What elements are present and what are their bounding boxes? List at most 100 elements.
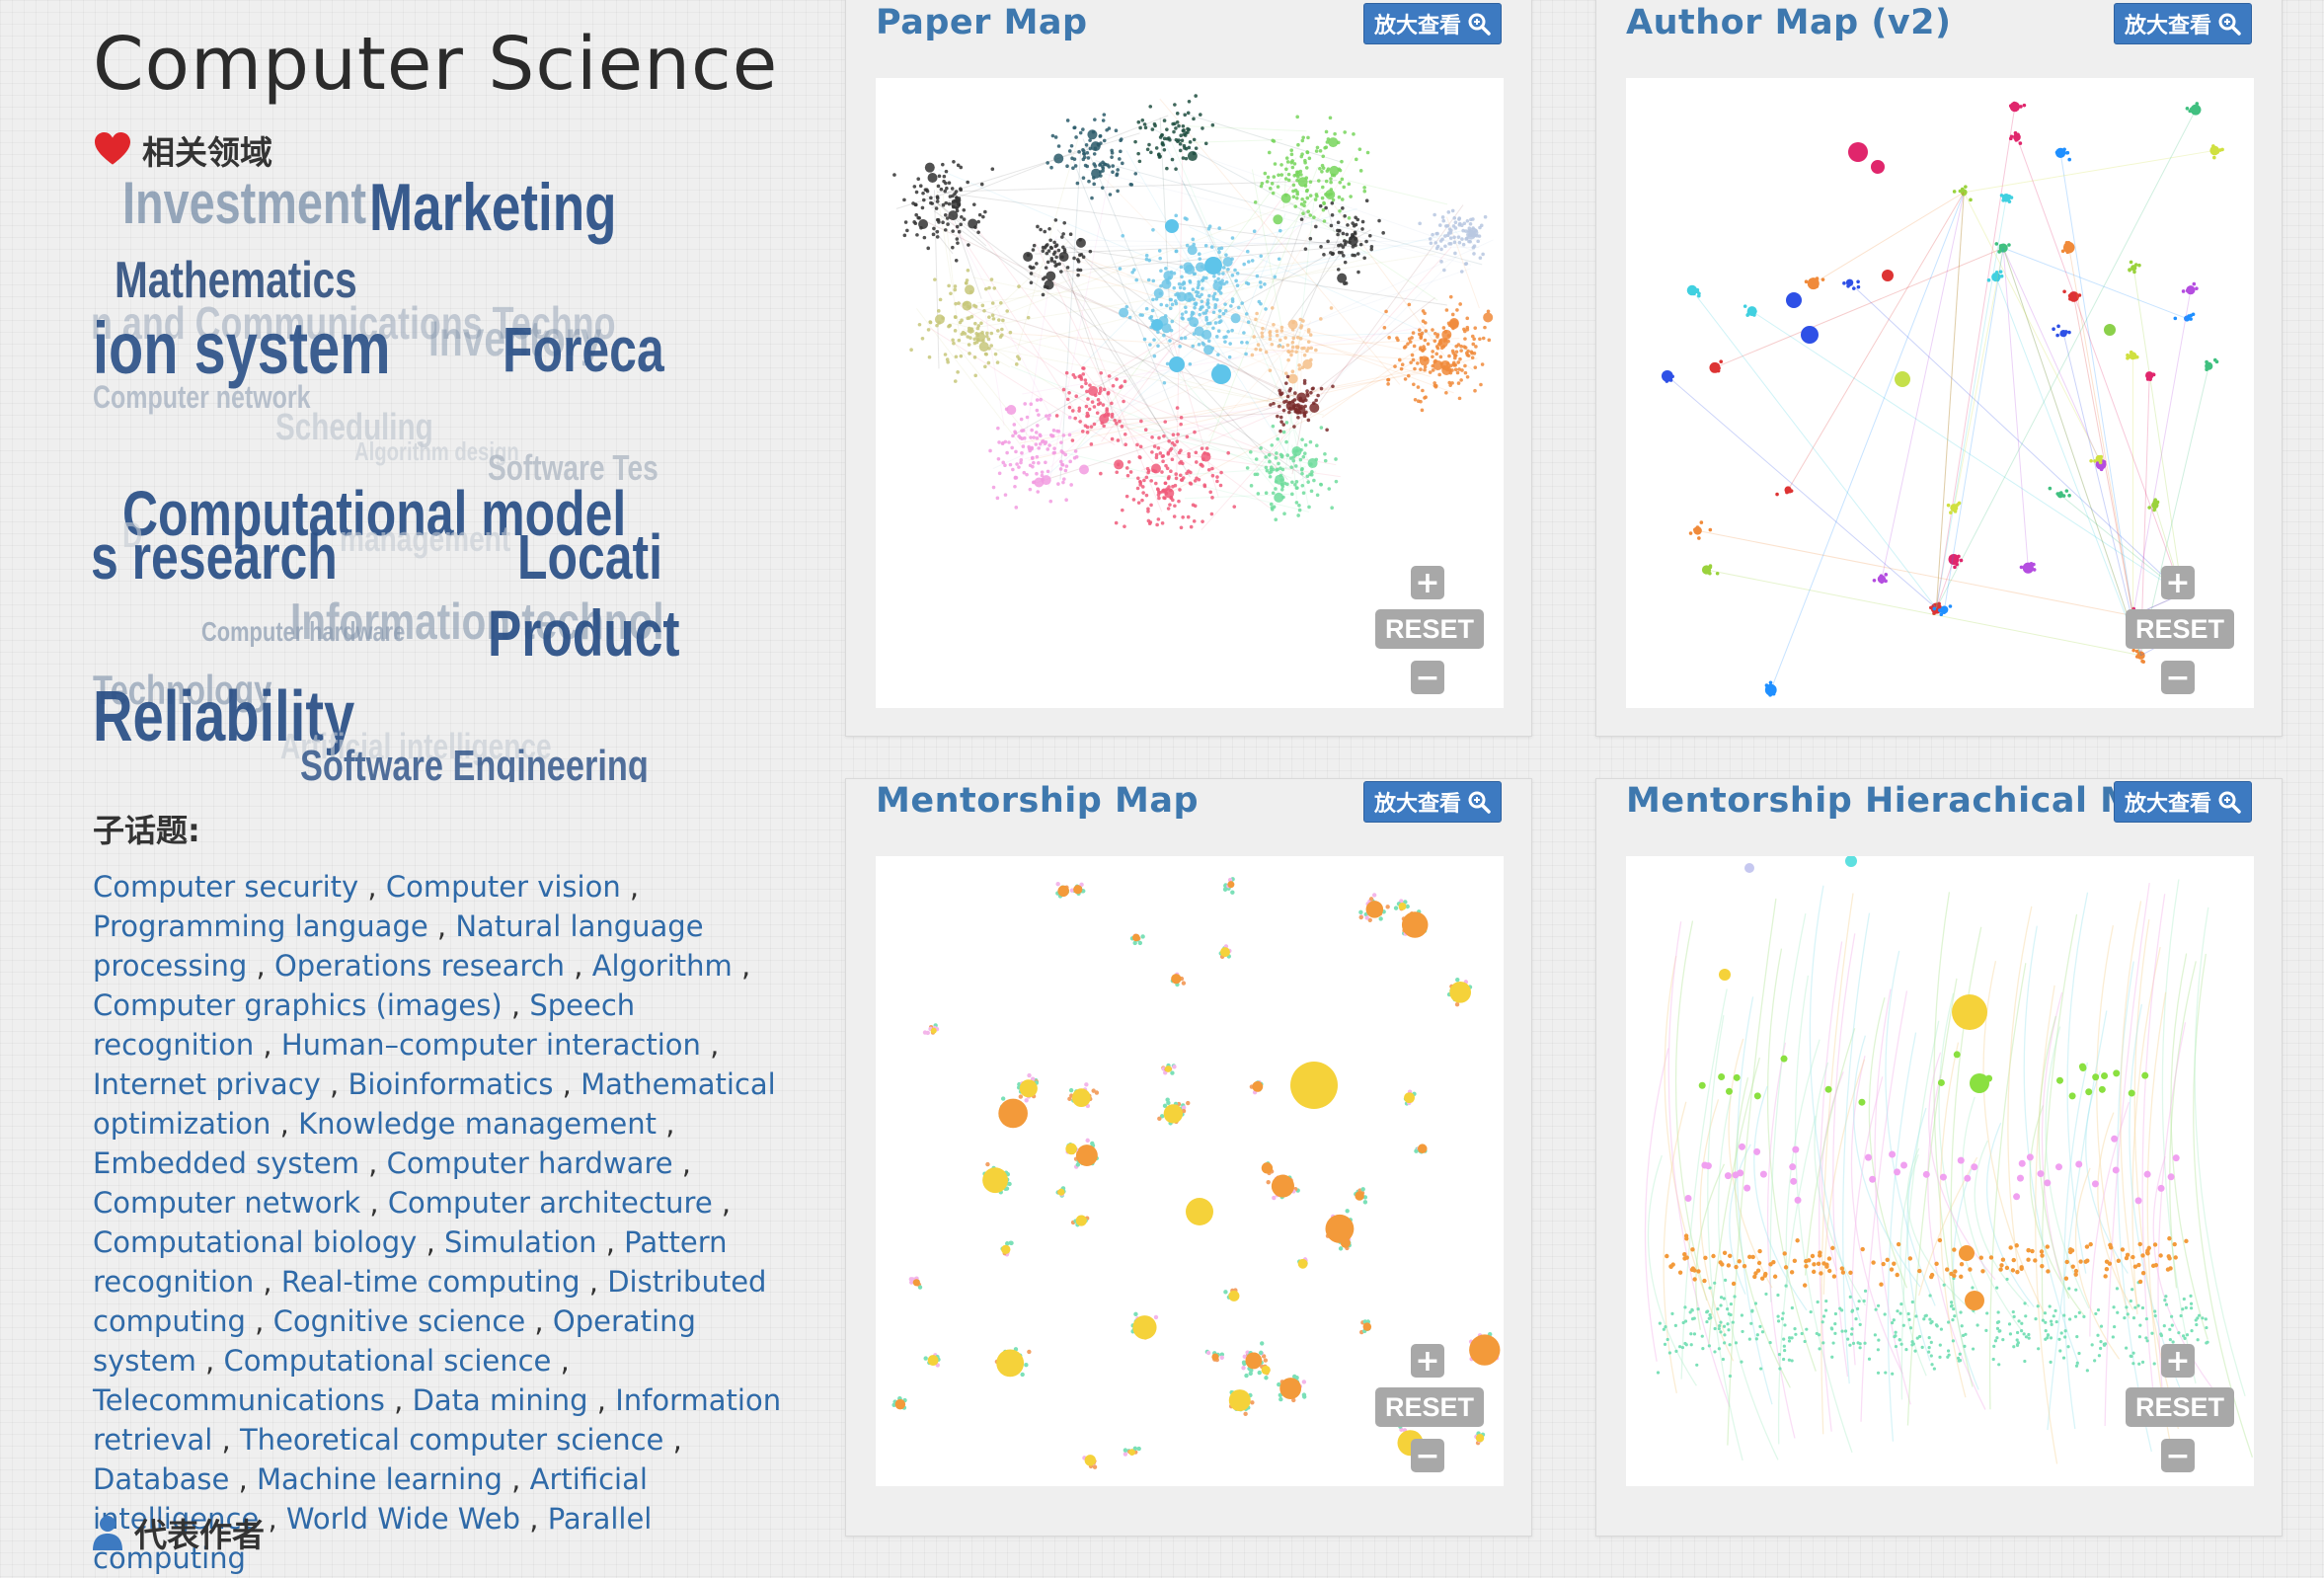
- graph-node: [2067, 1287, 2070, 1290]
- subtopic-link[interactable]: Internet privacy: [93, 1067, 321, 1101]
- mentorship-map-zoom-button[interactable]: 放大查看: [1363, 781, 1502, 823]
- paper-map-graph[interactable]: + RESET −: [876, 78, 1504, 708]
- graph-node: [1137, 501, 1141, 505]
- subtopic-link[interactable]: Computational science: [224, 1344, 552, 1378]
- subtopic-link[interactable]: Embedded system: [93, 1146, 359, 1180]
- graph-node: [2089, 459, 2093, 463]
- word-cloud-term[interactable]: Foreca: [503, 318, 664, 381]
- mentorship-hierarchical-map-zoom-button[interactable]: 放大查看: [2114, 781, 2252, 823]
- graph-node: [1358, 147, 1362, 151]
- word-cloud-term[interactable]: Locati: [517, 525, 662, 589]
- subtopic-link[interactable]: Telecommunications: [93, 1383, 385, 1417]
- mentorship-map-graph[interactable]: + RESET −: [876, 856, 1504, 1486]
- zoom-out-button[interactable]: −: [1411, 1439, 1444, 1472]
- graph-node: [1302, 1380, 1306, 1383]
- subtopic-link[interactable]: Computer hardware: [387, 1146, 673, 1180]
- zoom-in-button[interactable]: +: [1411, 1344, 1444, 1378]
- subtopic-link[interactable]: Operations research: [274, 949, 565, 983]
- graph-node: [1899, 1343, 1902, 1346]
- graph-node: [919, 184, 923, 188]
- subtopic-link[interactable]: Machine learning: [257, 1462, 503, 1496]
- graph-node: [1338, 181, 1342, 185]
- graph-node: [1778, 1367, 1781, 1370]
- subtopic-link[interactable]: Computer vision: [386, 870, 621, 904]
- graph-node: [973, 374, 977, 378]
- reset-button[interactable]: RESET: [2126, 1387, 2234, 1427]
- graph-node: [1284, 167, 1288, 171]
- word-cloud-term[interactable]: Software Engineering: [300, 745, 649, 782]
- zoom-in-button[interactable]: +: [2161, 566, 2195, 599]
- paper-map-zoom-button[interactable]: 放大查看: [1363, 3, 1502, 44]
- graph-node: [1251, 354, 1255, 357]
- graph-node: [1284, 177, 1288, 181]
- subtopic-link[interactable]: Real-time computing: [281, 1265, 581, 1299]
- word-cloud-term[interactable]: ion system: [93, 312, 391, 385]
- graph-node: [1309, 403, 1319, 413]
- graph-node: [1275, 451, 1278, 455]
- graph-node: [1073, 885, 1082, 894]
- graph-node: [1784, 1285, 1787, 1288]
- subtopic-link[interactable]: Cognitive science: [273, 1304, 526, 1338]
- zoom-in-button[interactable]: +: [1411, 566, 1444, 599]
- subtopic-link[interactable]: Human–computer interaction: [281, 1028, 701, 1062]
- subtopic-link[interactable]: Computer graphics (images): [93, 988, 503, 1022]
- graph-node: [1236, 272, 1240, 276]
- graph-node: [1296, 513, 1300, 517]
- graph-node: [1093, 405, 1097, 409]
- subtopic-link[interactable]: Data mining: [413, 1383, 588, 1417]
- word-cloud-term[interactable]: Investment: [122, 174, 366, 233]
- graph-node: [1309, 391, 1313, 395]
- graph-node: [1000, 333, 1004, 337]
- graph-node: [1271, 182, 1275, 186]
- graph-node: [1159, 303, 1163, 307]
- subtopic-link[interactable]: Computational biology: [93, 1225, 417, 1259]
- reset-button[interactable]: RESET: [2126, 609, 2234, 649]
- graph-node: [1804, 1340, 1807, 1343]
- graph-node: [1355, 1191, 1363, 1200]
- graph-node: [1079, 465, 1089, 475]
- zoom-out-button[interactable]: −: [2161, 1439, 2195, 1472]
- author-map-graph[interactable]: + RESET −: [1626, 78, 2254, 708]
- zoom-out-button[interactable]: −: [2161, 661, 2195, 694]
- zoom-in-button[interactable]: +: [2161, 1344, 2195, 1378]
- graph-node: [1029, 435, 1033, 439]
- subtopic-link[interactable]: Computer network: [93, 1186, 360, 1220]
- reset-button[interactable]: RESET: [1375, 1387, 1484, 1427]
- subtopic-link[interactable]: Computer security: [93, 870, 358, 904]
- graph-node: [1793, 1327, 1796, 1330]
- graph-node: [1331, 252, 1335, 256]
- graph-node: [1164, 314, 1168, 318]
- subtopic-link[interactable]: Bioinformatics: [348, 1067, 553, 1101]
- graph-node: [1195, 460, 1199, 464]
- graph-node: [1833, 1332, 1836, 1335]
- zoom-out-button[interactable]: −: [1411, 661, 1444, 694]
- subtopic-link[interactable]: Knowledge management: [298, 1107, 657, 1141]
- graph-node: [1186, 434, 1190, 438]
- graph-node: [1201, 464, 1204, 468]
- reset-button[interactable]: RESET: [1375, 609, 1484, 649]
- graph-node: [1247, 260, 1251, 264]
- subtopic-link[interactable]: Computer architecture: [388, 1186, 713, 1220]
- word-cloud-term[interactable]: Marketing: [369, 174, 617, 241]
- graph-node: [1037, 461, 1041, 465]
- word-cloud-term[interactable]: management: [340, 521, 510, 557]
- graph-node: [1103, 162, 1107, 166]
- graph-node: [1032, 481, 1036, 485]
- graph-node: [1287, 411, 1291, 415]
- word-cloud-term[interactable]: s research: [93, 525, 338, 589]
- graph-node: [2166, 1267, 2170, 1271]
- word-cloud-term[interactable]: Product: [488, 600, 679, 666]
- graph-node: [1869, 1176, 1876, 1183]
- subtopic-link[interactable]: Theoretical computer science: [240, 1423, 663, 1457]
- mentorship-hierarchical-map-graph[interactable]: + RESET −: [1626, 856, 2254, 1486]
- graph-node: [1163, 381, 1167, 385]
- word-cloud-term[interactable]: Computer hardware: [201, 618, 405, 646]
- author-map-zoom-button[interactable]: 放大查看: [2114, 3, 2252, 44]
- graph-node: [1769, 680, 1773, 684]
- subtopic-link[interactable]: Programming language: [93, 909, 428, 943]
- subtopic-link[interactable]: Database: [93, 1462, 229, 1496]
- graph-node: [1019, 1094, 1023, 1098]
- graph-node: [1184, 216, 1188, 220]
- subtopic-link[interactable]: Algorithm: [592, 949, 733, 983]
- subtopic-link[interactable]: Simulation: [444, 1225, 596, 1259]
